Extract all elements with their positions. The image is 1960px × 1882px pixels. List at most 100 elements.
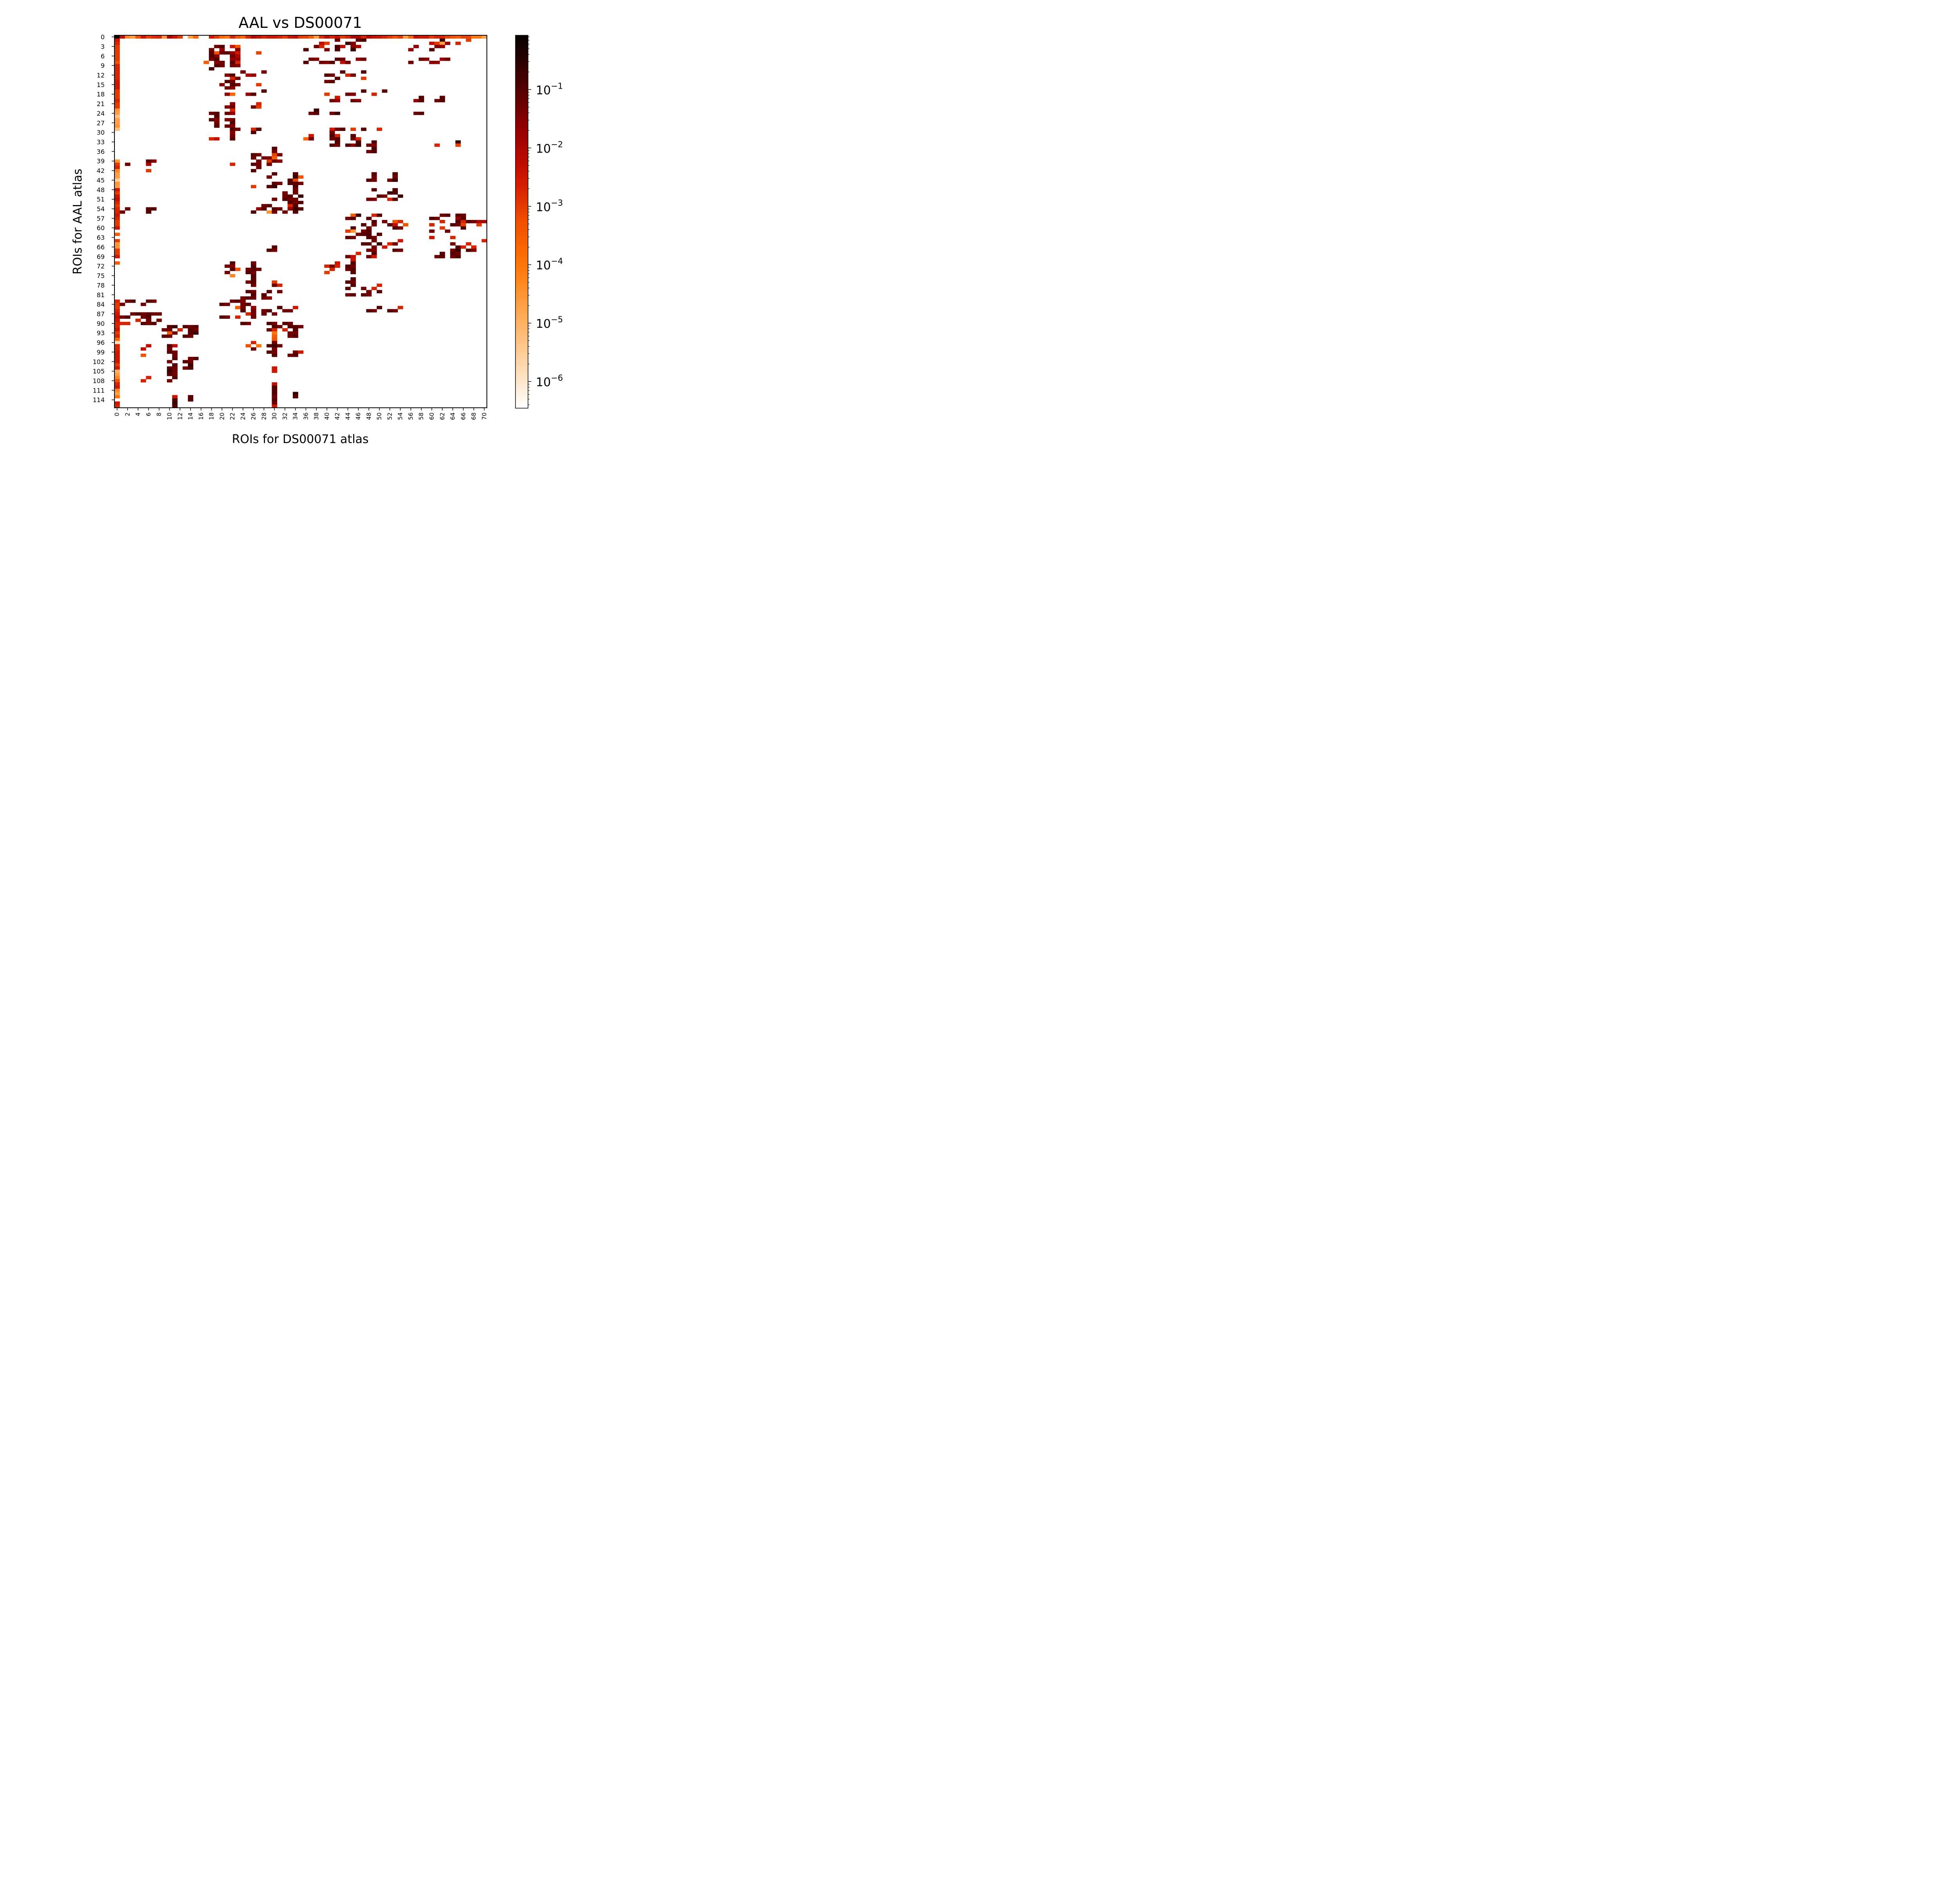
heatmap-cell	[292, 392, 298, 395]
heatmap-cell	[340, 70, 346, 74]
heatmap-cell	[272, 156, 278, 160]
heatmap-cell	[267, 322, 272, 325]
x-tick-label: 60	[428, 412, 436, 420]
heatmap-cell	[350, 99, 356, 102]
heatmap-cell	[371, 178, 377, 182]
heatmap-cell	[240, 322, 246, 325]
heatmap-cell	[461, 216, 466, 220]
heatmap-cell	[162, 328, 167, 332]
heatmap-cell	[345, 73, 351, 77]
heatmap-cell	[361, 293, 367, 297]
heatmap-cell	[434, 255, 440, 258]
heatmap-cell	[292, 182, 298, 185]
colorbar-tick-label: 10−6	[536, 373, 563, 389]
heatmap-cell	[292, 331, 298, 335]
heatmap-cell	[114, 80, 120, 84]
heatmap-cell	[140, 315, 146, 319]
heatmap-cell	[298, 175, 304, 179]
heatmap-cell	[350, 267, 356, 271]
heatmap-cell	[272, 182, 278, 185]
heatmap-figure: AAL vs DS00071 0 2 4 6 8 10 12 14 16 18 20 22 24 26 28…	[0, 0, 615, 461]
heatmap-cell	[214, 57, 220, 61]
heatmap-cell	[439, 226, 445, 230]
heatmap-cell	[114, 328, 120, 332]
x-tick-label: 66	[460, 412, 467, 420]
heatmap-cell	[114, 303, 120, 306]
heatmap-cell	[224, 35, 230, 39]
heatmap-cell	[371, 93, 377, 96]
heatmap-cell	[371, 249, 377, 252]
heatmap-cell	[114, 334, 120, 338]
y-tick-label: 90	[97, 320, 105, 327]
heatmap-cell	[324, 271, 330, 274]
heatmap-cell	[350, 277, 356, 281]
colorbar: 10−6 10−5 10−4 10−3 10−2 10−1	[515, 35, 563, 409]
heatmap-cell	[345, 60, 351, 64]
heatmap-cell	[250, 93, 256, 96]
heatmap-cell	[329, 35, 335, 39]
heatmap-cell	[240, 306, 246, 309]
heatmap-cell	[392, 249, 398, 252]
heatmap-cell	[292, 395, 298, 399]
heatmap-cell	[114, 299, 120, 303]
heatmap-cell	[114, 369, 120, 373]
y-tick-label: 57	[97, 215, 105, 222]
heatmap-cell	[114, 86, 120, 90]
heatmap-cell	[114, 127, 120, 131]
heatmap-cell	[292, 306, 298, 309]
y-tick-label: 33	[97, 138, 105, 146]
heatmap-cell	[114, 198, 120, 201]
y-tick-label: 9	[101, 62, 105, 69]
heatmap-cell	[272, 353, 278, 357]
heatmap-cell	[298, 325, 304, 329]
heatmap-cell	[267, 344, 272, 348]
heatmap-cell	[120, 322, 125, 325]
heatmap-cell	[334, 137, 340, 141]
heatmap-cell	[214, 124, 220, 128]
heatmap-cell	[135, 318, 141, 322]
heatmap-cell	[439, 38, 445, 42]
heatmap-cell	[298, 207, 304, 211]
heatmap-cell	[361, 70, 367, 74]
heatmap-cell	[114, 67, 120, 71]
heatmap-cell	[151, 159, 157, 163]
heatmap-cell	[282, 210, 288, 214]
heatmap-cell	[334, 45, 340, 48]
heatmap-cell	[250, 277, 256, 281]
y-tick-label: 87	[97, 310, 105, 318]
heatmap-cell	[450, 252, 456, 255]
heatmap-cell	[167, 379, 172, 383]
heatmap-cell	[172, 395, 178, 399]
heatmap-cell	[350, 280, 356, 284]
heatmap-cell	[235, 306, 241, 309]
heatmap-cell	[277, 182, 283, 185]
heatmap-cell	[114, 162, 120, 166]
figure-background	[0, 0, 615, 461]
heatmap-cell	[356, 45, 361, 48]
heatmap-cell	[114, 201, 120, 204]
heatmap-cell	[272, 280, 278, 284]
heatmap-cell	[114, 185, 120, 189]
y-tick-label: 36	[97, 148, 105, 155]
x-tick-label: 26	[250, 412, 257, 420]
heatmap-cell	[230, 54, 236, 58]
heatmap-cell	[167, 331, 172, 335]
heatmap-cell	[387, 309, 393, 312]
heatmap-cell	[377, 242, 382, 246]
heatmap-cell	[256, 127, 262, 131]
heatmap-cell	[282, 194, 288, 198]
heatmap-cell	[230, 267, 236, 271]
heatmap-cell	[439, 255, 445, 258]
heatmap-cell	[350, 255, 356, 258]
heatmap-cell	[329, 131, 335, 134]
heatmap-cell	[188, 395, 194, 399]
heatmap-cell	[267, 175, 272, 179]
heatmap-cell	[267, 210, 272, 214]
heatmap-cell	[392, 188, 398, 192]
heatmap-cell	[224, 264, 230, 268]
heatmap-cell	[114, 165, 120, 169]
x-tick-label: 4	[134, 412, 142, 416]
heatmap-cell	[156, 312, 162, 316]
heatmap-cell	[476, 220, 482, 223]
heatmap-cell	[146, 318, 152, 322]
